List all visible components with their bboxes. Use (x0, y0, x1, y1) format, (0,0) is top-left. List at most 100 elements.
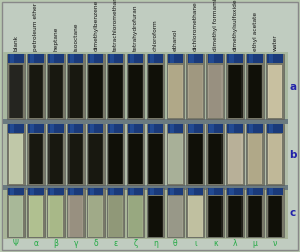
Bar (67, 124, 85, 185)
Bar (148, 65, 149, 118)
Bar (208, 188, 223, 195)
Bar (226, 54, 244, 119)
Bar (168, 124, 183, 133)
Bar (228, 134, 242, 184)
Bar (248, 188, 263, 195)
Bar (206, 124, 224, 185)
Bar (128, 65, 129, 118)
Text: dimethylsulfoxide: dimethylsulfoxide (233, 0, 238, 51)
Bar (49, 65, 63, 118)
Text: ι: ι (194, 239, 196, 248)
Bar (49, 196, 63, 237)
Bar (248, 124, 263, 133)
Bar (88, 188, 103, 195)
Bar (248, 54, 263, 63)
Bar (168, 65, 169, 118)
Bar (248, 65, 249, 118)
Text: λ: λ (233, 239, 237, 248)
Bar (142, 134, 143, 184)
Bar (187, 124, 204, 185)
Bar (9, 196, 23, 237)
Bar (102, 196, 103, 237)
Bar (88, 65, 89, 118)
Bar (10, 188, 14, 195)
Bar (68, 54, 83, 63)
Bar (68, 124, 83, 133)
Bar (88, 134, 103, 184)
Bar (249, 188, 254, 195)
Bar (246, 124, 264, 185)
Bar (68, 188, 83, 195)
Bar (268, 134, 282, 184)
Bar (107, 124, 124, 185)
Bar (188, 54, 203, 63)
Text: ethanol: ethanol (173, 29, 178, 51)
Bar (248, 196, 249, 237)
Text: dichloromethane: dichloromethane (193, 1, 198, 51)
Text: η: η (153, 239, 158, 248)
Text: δ: δ (93, 239, 98, 248)
Bar (68, 196, 70, 237)
Bar (68, 134, 83, 184)
Bar (228, 196, 229, 237)
Bar (9, 196, 10, 237)
Text: petroleum ether: petroleum ether (33, 3, 38, 51)
Bar (128, 188, 143, 195)
Bar (209, 188, 214, 195)
Bar (48, 188, 64, 195)
Bar (70, 188, 74, 195)
Bar (188, 124, 203, 133)
Bar (9, 134, 23, 184)
Bar (167, 188, 184, 237)
Bar (127, 54, 144, 119)
Bar (102, 65, 103, 118)
Bar (82, 65, 83, 118)
Bar (27, 54, 45, 119)
Bar (147, 124, 164, 185)
Text: tetrahydrofuran: tetrahydrofuran (133, 5, 138, 51)
Bar (108, 124, 123, 133)
Bar (30, 54, 34, 63)
Bar (128, 134, 129, 184)
Bar (147, 54, 164, 119)
Bar (88, 134, 89, 184)
Bar (208, 134, 223, 184)
Bar (128, 196, 129, 237)
Bar (128, 124, 143, 133)
Bar (22, 196, 23, 237)
Bar (87, 124, 104, 185)
Text: μ: μ (253, 239, 257, 248)
Bar (208, 196, 209, 237)
Bar (48, 54, 64, 63)
Text: ν: ν (273, 239, 277, 248)
Bar (90, 188, 94, 195)
Text: heptane: heptane (53, 27, 58, 51)
Bar (268, 65, 269, 118)
Bar (28, 196, 43, 237)
Bar (22, 65, 23, 118)
Bar (3, 185, 288, 190)
Bar (228, 65, 242, 118)
Bar (88, 54, 103, 63)
Bar (70, 124, 74, 133)
Bar (30, 124, 34, 133)
Bar (87, 54, 104, 119)
Text: tetrachloromethane: tetrachloromethane (113, 0, 118, 51)
Bar (209, 54, 214, 63)
Bar (206, 188, 224, 237)
Bar (188, 65, 203, 118)
Bar (148, 188, 163, 195)
Bar (182, 65, 183, 118)
Bar (148, 124, 163, 133)
Bar (269, 54, 273, 63)
Bar (67, 54, 85, 119)
Bar (150, 54, 154, 63)
Bar (187, 188, 204, 237)
Bar (190, 54, 194, 63)
Bar (27, 124, 45, 185)
Bar (248, 134, 262, 184)
Bar (108, 65, 123, 118)
Bar (108, 65, 110, 118)
Bar (127, 124, 144, 185)
Bar (167, 124, 184, 185)
